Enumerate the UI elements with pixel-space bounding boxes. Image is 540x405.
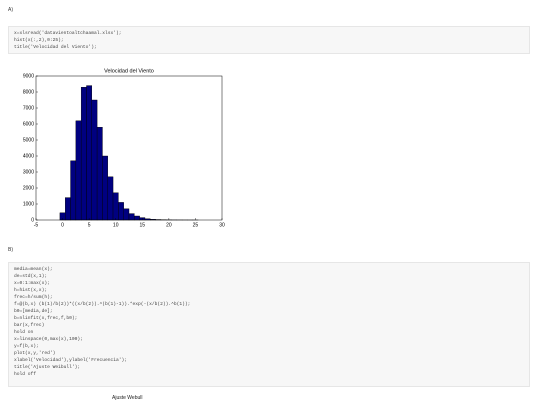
- section-label: A): [8, 7, 13, 13]
- bar: [91, 99, 98, 221]
- code-line: de=std(x,1);: [14, 274, 48, 279]
- y-tick-label: 3000: [23, 169, 34, 175]
- code-line: x=xlsread('datavientoaltchaamal.xlsx');: [14, 31, 122, 36]
- y-tick-label: 7000: [23, 105, 34, 111]
- x-tick-label: 25: [193, 222, 199, 228]
- code-line: b0=[media,de];: [14, 309, 53, 314]
- x-tick-label: 5: [88, 222, 91, 228]
- code-line: title('Ajuste Weibull');: [14, 365, 81, 370]
- y-tick-label: 5000: [23, 137, 34, 143]
- code-line: x=0:1:max(x);: [14, 281, 50, 286]
- bar: [134, 215, 140, 221]
- code-line: y=f(b,x);: [14, 344, 39, 349]
- code-line: media=mean(x);: [14, 267, 53, 272]
- bar: [86, 85, 93, 221]
- y-tick-label: 2000: [23, 185, 34, 191]
- code-line: f=@(b,x) (b(1)/b(2))*((x/b(2)).^(b(1)-1)…: [14, 302, 191, 307]
- code-line: bar(x,frec): [14, 323, 45, 328]
- code-line: h=hist(x,x);: [14, 288, 48, 293]
- bar: [65, 197, 71, 221]
- x-tick-label: 0: [61, 222, 64, 228]
- y-tick-label: 6000: [23, 121, 34, 127]
- bar: [70, 160, 77, 221]
- x-tick-label: 10: [113, 222, 119, 228]
- chart-title: Velocidad del Viento: [104, 68, 154, 74]
- chart: Velocidad del Viento 0100020003000400050…: [23, 68, 225, 228]
- bar: [96, 126, 103, 221]
- y-tick-label: 9000: [23, 73, 34, 79]
- bar: [112, 192, 119, 221]
- code-line: hold off: [14, 372, 37, 377]
- x-tick-label: -5: [34, 222, 39, 228]
- next-figure-title: Ajuste Webull: [112, 395, 143, 401]
- section-label: B): [8, 247, 13, 253]
- code-line: x=linspace(0,max(x),100);: [14, 337, 83, 342]
- plot-area: [36, 76, 222, 220]
- bar: [75, 120, 82, 221]
- code-line: title('Velocidad del Viento');: [14, 45, 97, 50]
- bar: [80, 86, 87, 221]
- y-tick-label: 1000: [23, 201, 34, 207]
- bar: [118, 202, 124, 221]
- y-tick-label: 8000: [23, 89, 34, 95]
- code-block: x=xlsread('datavientoaltchaamal.xlsx'); h…: [8, 26, 530, 54]
- code-line: hist(x(:,2),0:25);: [14, 38, 64, 43]
- x-tick-label: 30: [219, 222, 225, 228]
- y-tick-label: 4000: [23, 153, 34, 159]
- bar: [107, 176, 114, 221]
- axes-box: [35, 75, 223, 221]
- x-tick-label: 15: [140, 222, 146, 228]
- code-line: frec=h/sum(h);: [14, 295, 53, 300]
- code-line: b=nlinfit(x,frec,f,b0);: [14, 316, 78, 321]
- bar: [123, 208, 130, 221]
- x-tick-label: 20: [166, 222, 172, 228]
- code-line: hold on: [14, 330, 34, 335]
- y-tick-label: 0: [31, 217, 34, 223]
- code-line: plot(x,y,'red'): [14, 351, 56, 356]
- bar: [128, 213, 135, 221]
- code-block: media=mean(x); de=std(x,1); x=0:1:max(x); h…: [8, 262, 530, 387]
- code-line: xlabel('Velocidad'),ylabel('Frecuencia')…: [14, 358, 128, 363]
- bar: [102, 155, 108, 221]
